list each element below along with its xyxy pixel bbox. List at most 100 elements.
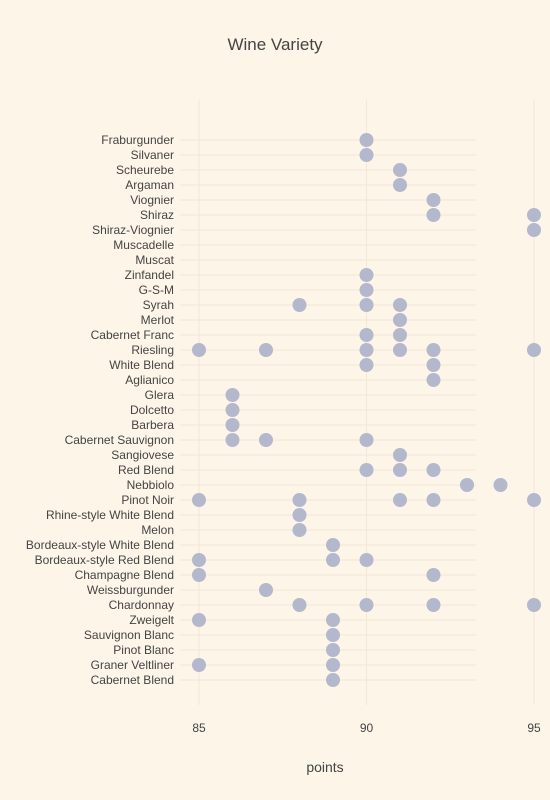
y-tick-labels: FraburgunderSilvanerScheurebeArgamanViog… — [26, 133, 175, 687]
data-point — [326, 673, 340, 687]
data-point — [393, 163, 407, 177]
data-point — [426, 598, 441, 612]
data-point — [359, 148, 374, 162]
data-point — [393, 178, 407, 192]
x-tick-labels: 859095100 — [192, 721, 541, 735]
y-tick-label: Pinot Blanc — [113, 643, 174, 657]
x-tick-label: 85 — [192, 721, 206, 735]
y-tick-label: Pinot Noir — [121, 493, 174, 507]
data-point — [527, 208, 541, 222]
y-tick-label: Silvaner — [131, 148, 174, 162]
y-tick-label: Shiraz — [140, 208, 174, 222]
y-tick-label: Viognier — [130, 193, 174, 207]
data-point — [359, 343, 374, 357]
data-point — [192, 553, 206, 567]
y-tick-label: Glera — [145, 388, 175, 402]
y-tick-label: Syrah — [143, 298, 174, 312]
data-point — [225, 403, 240, 417]
data-point — [225, 433, 240, 447]
data-point — [426, 463, 441, 477]
data-point — [359, 463, 374, 477]
data-point — [326, 553, 340, 567]
data-point — [192, 568, 206, 582]
x-tick-label: 95 — [527, 721, 541, 735]
y-tick-label: White Blend — [109, 358, 174, 372]
y-tick-label: Dolcetto — [130, 403, 174, 417]
data-point — [326, 658, 340, 672]
y-tick-label: Champagne Blend — [75, 568, 174, 582]
y-tick-label: Cabernet Blend — [91, 673, 174, 687]
y-tick-label: Sauvignon Blanc — [84, 628, 174, 642]
data-point — [326, 643, 340, 657]
x-axis-title: points — [306, 759, 343, 775]
y-tick-label: Bordeaux-style Red Blend — [35, 553, 174, 567]
y-tick-label: Zweigelt — [129, 613, 174, 627]
data-point — [393, 313, 407, 327]
y-tick-label: Fraburgunder — [101, 133, 174, 147]
data-point — [259, 433, 273, 447]
data-point — [292, 523, 307, 537]
y-tick-label: Muscadelle — [113, 238, 174, 252]
data-point — [192, 658, 206, 672]
data-point — [527, 343, 541, 357]
y-tick-label: Argaman — [125, 178, 174, 192]
data-point — [359, 598, 374, 612]
y-tick-label: Melon — [141, 523, 174, 537]
data-point — [292, 493, 307, 507]
y-tick-label: Barbera — [131, 418, 174, 432]
data-point — [326, 538, 340, 552]
data-point — [393, 463, 407, 477]
data-point — [393, 298, 407, 312]
data-point — [527, 493, 541, 507]
y-tick-label: Rhine-style White Blend — [46, 508, 174, 522]
data-point — [493, 478, 508, 492]
data-point — [359, 268, 374, 282]
data-point — [359, 298, 374, 312]
data-point — [426, 373, 441, 387]
y-tick-label: Weissburgunder — [87, 583, 174, 597]
y-tick-label: Cabernet Franc — [91, 328, 174, 342]
y-tick-label: Nebbiolo — [127, 478, 175, 492]
y-tick-label: Chardonnay — [109, 598, 174, 612]
data-point — [225, 388, 240, 402]
data-point — [393, 448, 407, 462]
data-point — [460, 478, 474, 492]
data-point — [259, 583, 273, 597]
y-tick-label: Shiraz-Viognier — [92, 223, 174, 237]
data-point — [359, 553, 374, 567]
data-point — [527, 598, 541, 612]
data-point — [192, 613, 206, 627]
data-point — [326, 628, 340, 642]
data-point — [259, 343, 273, 357]
y-tick-label: Graner Veltliner — [91, 658, 174, 672]
x-tick-label: 90 — [360, 721, 374, 735]
y-tick-label: Aglianico — [125, 373, 174, 387]
grid-layer — [180, 100, 535, 705]
data-point — [426, 343, 441, 357]
data-point — [359, 283, 374, 297]
data-point — [426, 568, 441, 582]
y-tick-label: Red Blend — [118, 463, 174, 477]
data-point — [393, 343, 407, 357]
y-tick-label: Cabernet Sauvignon — [65, 433, 174, 447]
y-tick-label: Merlot — [141, 313, 175, 327]
data-point — [359, 133, 374, 147]
data-point — [426, 193, 441, 207]
y-tick-label: Sangiovese — [111, 448, 174, 462]
data-point — [426, 493, 441, 507]
data-point — [393, 328, 407, 342]
data-point — [359, 433, 374, 447]
data-point — [292, 298, 307, 312]
chart-title: Wine Variety — [227, 35, 323, 54]
markers — [192, 133, 541, 687]
data-point — [292, 508, 307, 522]
data-point — [192, 493, 206, 507]
data-point — [359, 358, 374, 372]
y-tick-label: Bordeaux-style White Blend — [26, 538, 174, 552]
data-point — [359, 328, 374, 342]
y-tick-label: Muscat — [135, 253, 174, 267]
data-point — [292, 598, 307, 612]
y-tick-label: G-S-M — [139, 283, 174, 297]
data-point — [527, 223, 541, 237]
